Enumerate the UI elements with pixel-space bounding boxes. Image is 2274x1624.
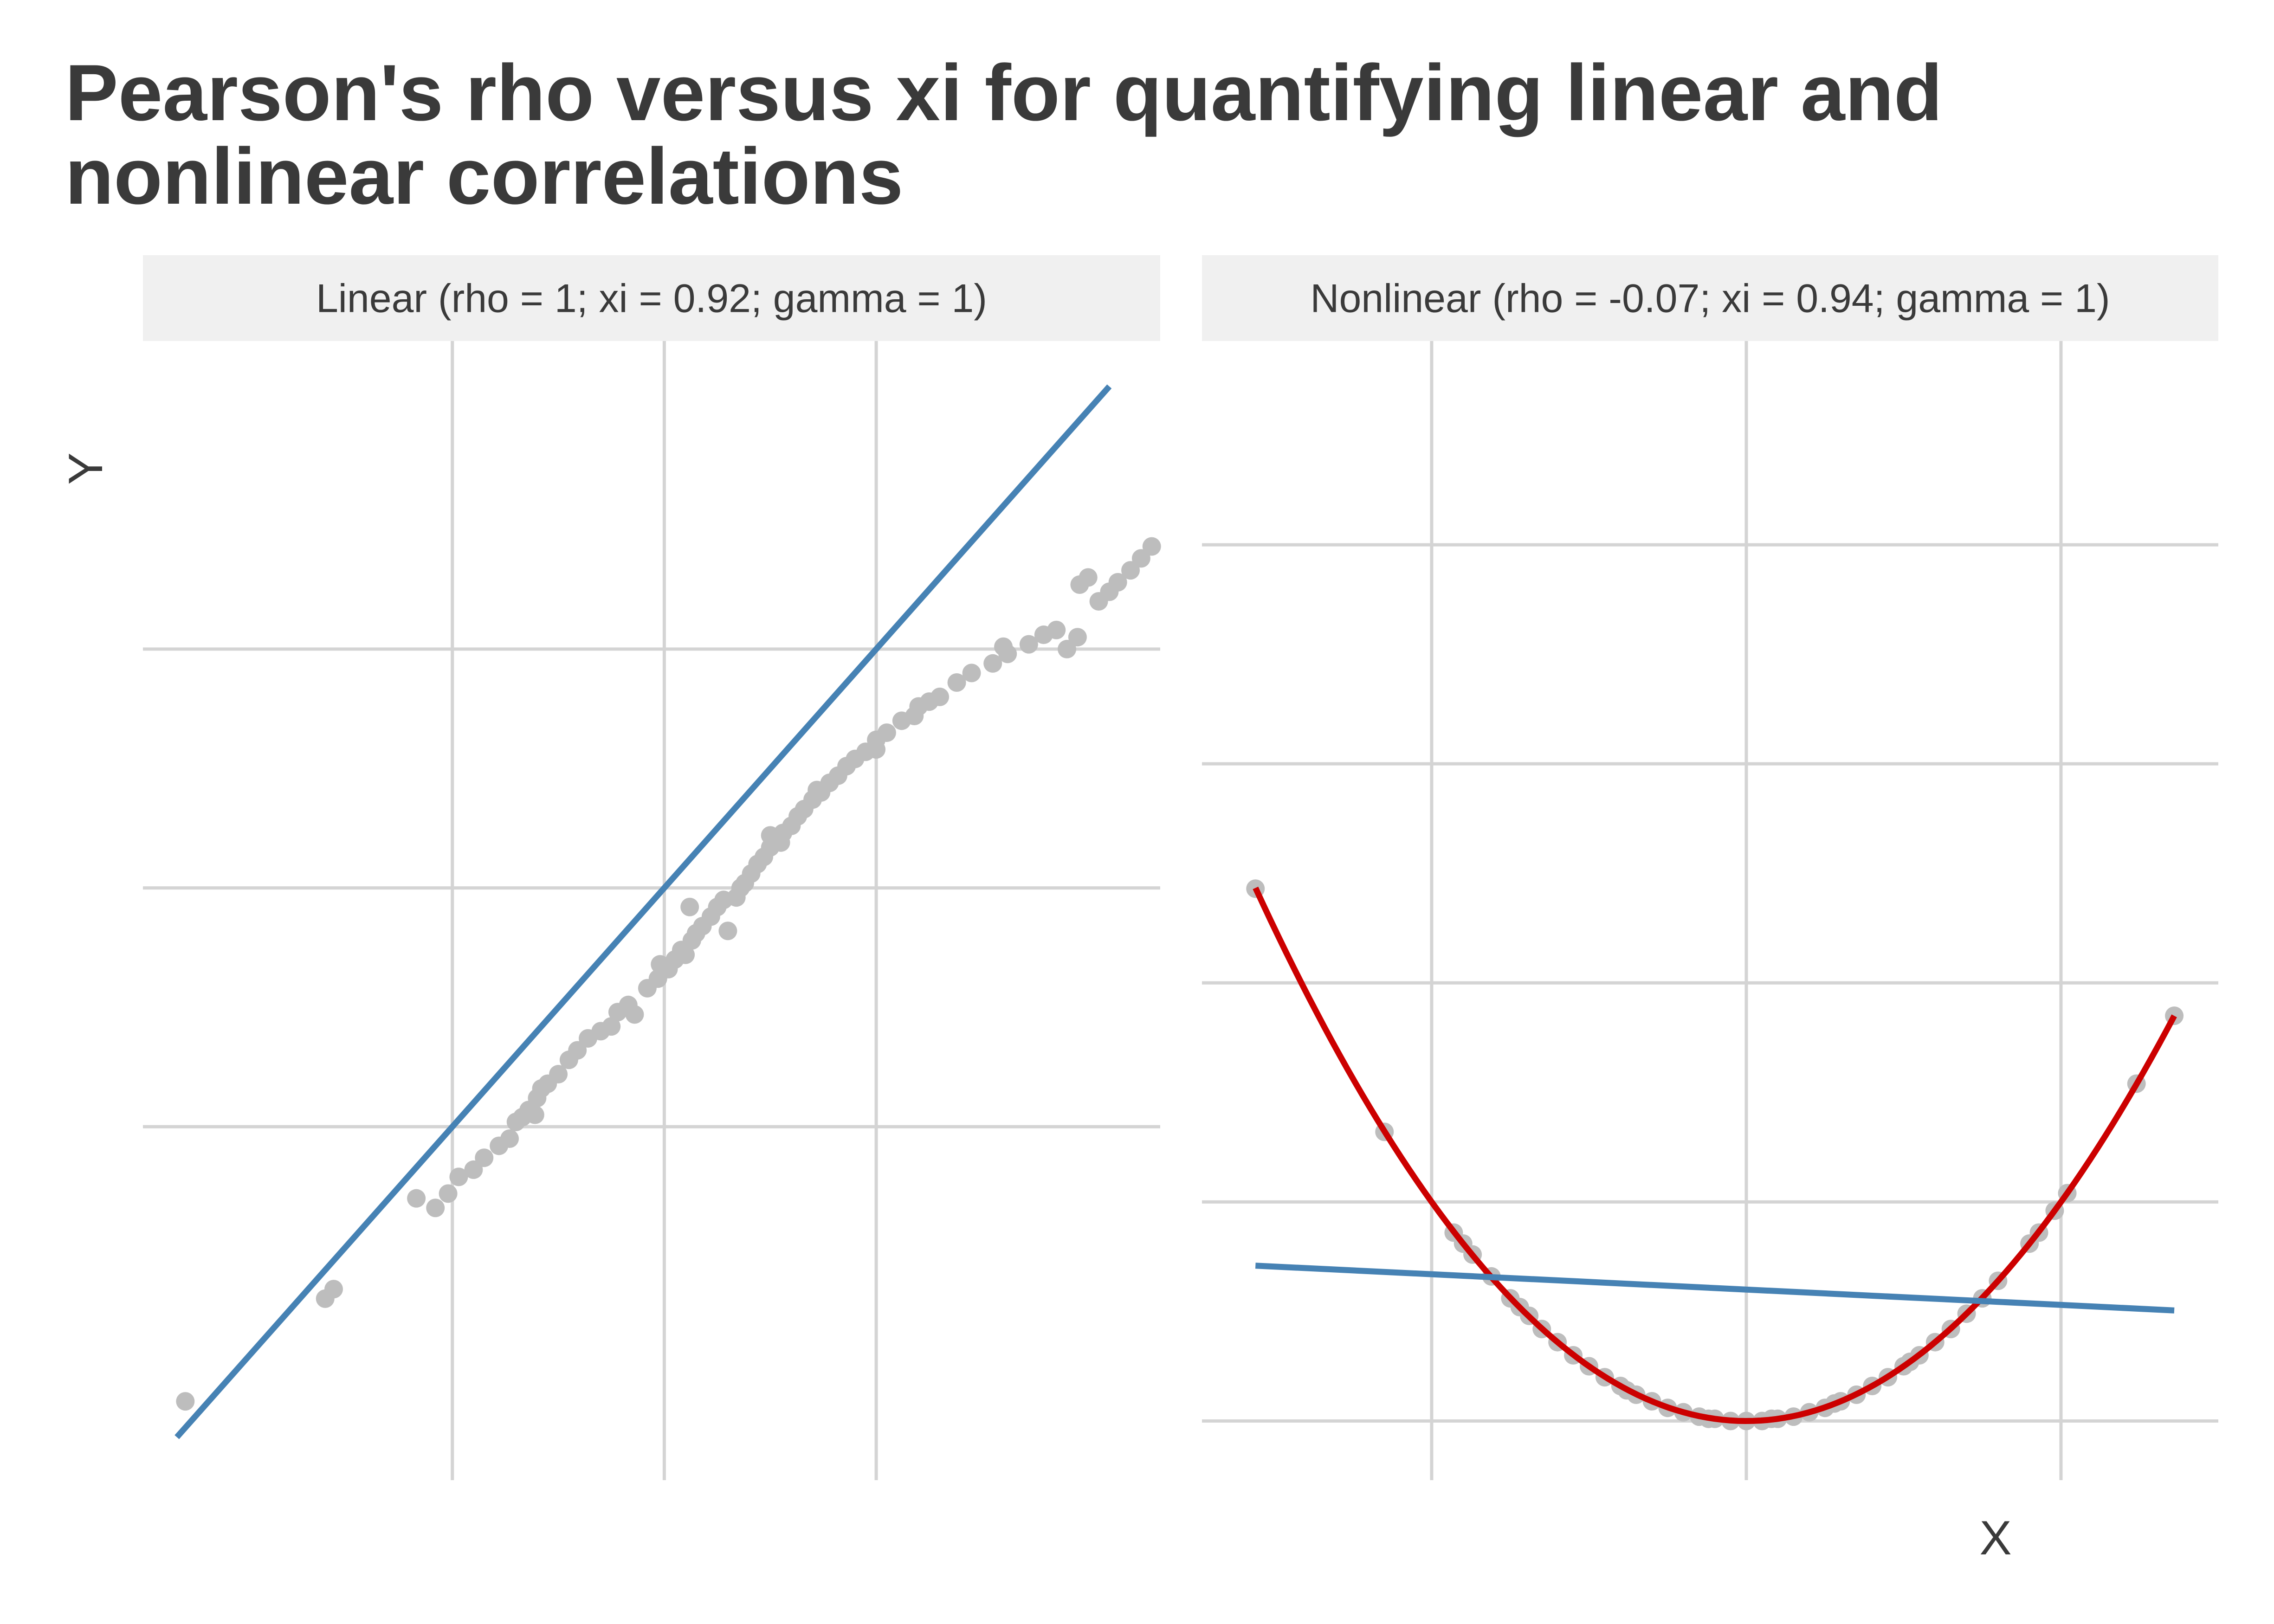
linear-fit-line bbox=[174, 384, 1112, 1439]
data-point bbox=[439, 1184, 458, 1203]
data-point bbox=[994, 637, 1013, 656]
data-point bbox=[407, 1189, 426, 1208]
data-point bbox=[877, 723, 896, 742]
data-point bbox=[676, 945, 695, 964]
data-point bbox=[1121, 561, 1140, 580]
data-point bbox=[568, 1041, 587, 1060]
chart-title: Pearson's rho versus xi for quantifying … bbox=[65, 48, 1943, 221]
data-point bbox=[808, 780, 827, 799]
data-point bbox=[983, 654, 1002, 673]
data-point bbox=[602, 1017, 621, 1036]
data-point bbox=[1019, 635, 1038, 654]
data-point bbox=[1058, 639, 1077, 658]
data-point bbox=[426, 1199, 445, 1218]
data-point bbox=[475, 1148, 494, 1167]
data-point bbox=[1079, 568, 1098, 587]
data-point bbox=[176, 1392, 195, 1411]
panel-linear: Linear (rho = 1; xi = 0.92; gamma = 1) bbox=[143, 255, 1161, 1480]
data-point bbox=[651, 955, 670, 974]
data-point bbox=[1131, 549, 1150, 568]
data-point bbox=[909, 697, 928, 716]
data-point bbox=[867, 740, 886, 759]
facet-strip bbox=[1202, 255, 2218, 341]
data-point bbox=[464, 1160, 483, 1179]
data-point bbox=[718, 922, 737, 941]
data-point bbox=[962, 664, 981, 683]
facet-strip-label: Linear (rho = 1; xi = 0.92; gamma = 1) bbox=[316, 277, 987, 321]
y-axis-title: Y bbox=[59, 452, 113, 484]
linear-fit-line bbox=[1255, 1263, 2175, 1314]
data-point bbox=[1108, 573, 1127, 592]
x-axis-title: X bbox=[1979, 1511, 2011, 1565]
data-point bbox=[549, 1065, 568, 1084]
facet-strip bbox=[143, 255, 1160, 341]
data-point bbox=[930, 687, 950, 706]
data-point bbox=[625, 1005, 644, 1024]
data-point bbox=[1068, 628, 1087, 647]
data-point bbox=[1142, 537, 1161, 556]
data-point bbox=[1047, 620, 1066, 639]
data-point bbox=[731, 878, 750, 897]
data-point bbox=[324, 1280, 343, 1299]
data-point bbox=[449, 1167, 468, 1186]
data-point bbox=[525, 1105, 544, 1124]
data-point bbox=[680, 897, 699, 916]
data-point bbox=[771, 833, 790, 852]
quadratic-fit-curve bbox=[1253, 886, 2177, 1424]
data-point bbox=[947, 673, 966, 692]
data-point bbox=[500, 1129, 519, 1148]
facet-strip-label: Nonlinear (rho = -0.07; xi = 0.94; gamma… bbox=[1310, 277, 2110, 321]
panel-nonlinear: Nonlinear (rho = -0.07; xi = 0.94; gamma… bbox=[1202, 255, 2218, 1480]
